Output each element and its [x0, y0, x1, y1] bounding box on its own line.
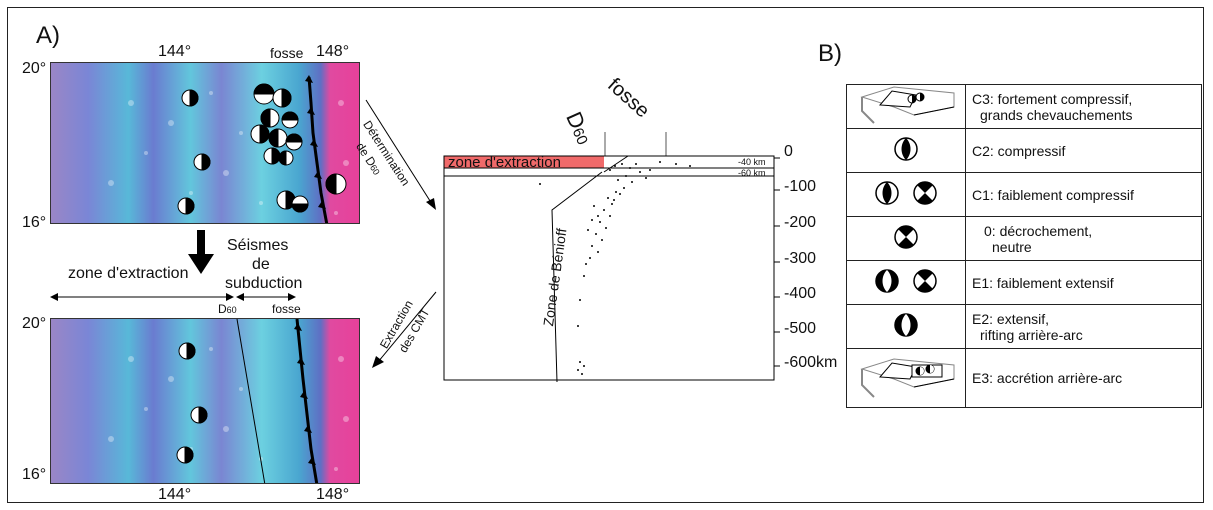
line-40km-label: -40 km [738, 157, 766, 167]
row-c3-line2: grands chevauchements [980, 106, 1133, 123]
d60-label-map: D60 [218, 302, 237, 316]
connector-arrows [365, 99, 437, 368]
depth-tick-600: -600km [784, 354, 838, 371]
top-map-lat-16: 16° [22, 214, 47, 231]
panel-b-label: B) [818, 40, 842, 67]
beachball-strike-slip-icon [894, 225, 918, 249]
depth-tick-200: -200 [784, 214, 817, 231]
table-row: C2: compressif [846, 128, 1202, 173]
line-60km-label: -60 km [738, 168, 766, 178]
depth-tick-300: -300 [784, 250, 817, 267]
panel-a-label: A) [36, 22, 60, 49]
row-c1-line1: C1: faiblement compressif [972, 186, 1134, 203]
bottom-map-lat-20: 20° [22, 315, 47, 332]
row-e1-line1: E1: faiblement extensif [972, 274, 1114, 291]
table-row: E3: accrétion arrière-arc [846, 348, 1202, 408]
subduction-label-line2: de [252, 256, 270, 273]
figure-frame [7, 7, 1204, 503]
depth-tick-100: -100 [784, 178, 817, 195]
row-0-line2: neutre [992, 238, 1032, 255]
row-c3-line1: C3: fortement compressif, [972, 90, 1133, 107]
subduction-label-line1: Séismes [227, 237, 289, 254]
top-map-lat-20: 20° [22, 60, 47, 77]
beachball-weak-extensive-icon [875, 269, 937, 293]
table-row: E1: faiblement extensif [846, 260, 1202, 305]
block-diagram-accretion-icon [860, 357, 955, 398]
depth-cross-section [443, 132, 780, 383]
extraction-zone-label: zone d'extraction [68, 265, 189, 282]
extent-arrows [50, 293, 296, 301]
row-e2-line1: E2: extensif, [972, 310, 1050, 327]
bottom-map-lon-144: 144° [158, 486, 192, 503]
table-row: E2: extensif, rifting arrière-arc [846, 304, 1202, 349]
beachball-extensive-icon [894, 313, 918, 337]
down-arrow-icon [188, 230, 214, 274]
top-map-focal-mechanisms [177, 83, 347, 215]
beachball-compressive-icon [894, 137, 918, 161]
table-row: C1: faiblement compressif [846, 172, 1202, 217]
bottom-map-lat-16: 16° [22, 466, 47, 483]
block-diagram-compression-icon [860, 86, 955, 124]
beachball-weak-compressive-icon [875, 181, 937, 205]
bottom-map-trench-label: fosse [272, 302, 301, 316]
table-row: 0: décrochement, neutre [846, 216, 1202, 261]
bottom-map-lon-148: 148° [316, 486, 350, 503]
top-bathymetry-map [50, 62, 360, 224]
top-map-trench-label: fosse [270, 45, 304, 61]
top-map-lon-144: 144° [158, 43, 192, 60]
row-c2-line1: C2: compressif [972, 142, 1066, 159]
table-row: C3: fortement compressif, grands chevauc… [846, 84, 1202, 129]
depth-tick-0: 0 [784, 143, 793, 160]
top-map-lon-148: 148° [316, 43, 350, 60]
bottom-bathymetry-map [50, 318, 360, 484]
row-e2-line2: rifting arrière-arc [980, 326, 1083, 343]
subduction-label-line3: subduction [225, 275, 303, 292]
row-e3-line1: E3: accrétion arrière-arc [972, 370, 1123, 386]
stress-regime-classification-table: C3: fortement compressif, grands chevauc… [846, 84, 1202, 408]
depth-tick-400: -400 [784, 285, 817, 302]
row-0-line1: 0: décrochement, [984, 222, 1093, 239]
depth-tick-500: -500 [784, 320, 817, 337]
section-extraction-zone-label: zone d'extraction [448, 154, 561, 171]
